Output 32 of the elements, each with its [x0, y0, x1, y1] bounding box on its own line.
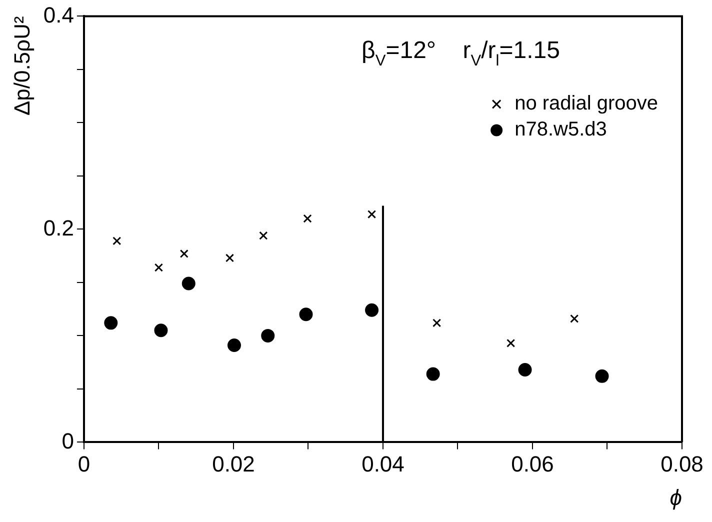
point	[426, 367, 440, 381]
point	[570, 314, 579, 323]
point	[154, 263, 164, 272]
x-tick-label: 0.06	[511, 451, 554, 476]
point	[225, 254, 234, 262]
point	[227, 338, 241, 352]
y-axis-title: Δp/0.5ρU²	[9, 16, 34, 116]
y-tick-label: 0	[62, 428, 74, 454]
point	[299, 308, 313, 322]
x-tick-label: 0.08	[660, 451, 704, 476]
y-tick-label: 0.4	[43, 2, 74, 28]
x-tick-label: 0.04	[362, 451, 404, 476]
point	[261, 328, 275, 342]
point	[365, 303, 379, 317]
point	[367, 210, 376, 219]
point	[518, 363, 532, 377]
x-tick-label: 0.02	[212, 451, 255, 476]
point	[595, 369, 609, 383]
point	[180, 249, 188, 258]
point	[154, 324, 168, 338]
legend-label: n78.w5.d3	[514, 118, 607, 141]
point	[104, 316, 118, 330]
point	[182, 276, 196, 290]
legend-label: no radial groove	[514, 92, 658, 115]
point	[432, 318, 442, 328]
x-tick-label: 0	[78, 451, 90, 476]
point	[112, 236, 122, 246]
point	[259, 231, 268, 240]
x-axis-title: ϕ	[670, 484, 682, 510]
point	[303, 214, 312, 223]
y-tick-label: 0.2	[43, 215, 74, 240]
point	[506, 338, 516, 348]
